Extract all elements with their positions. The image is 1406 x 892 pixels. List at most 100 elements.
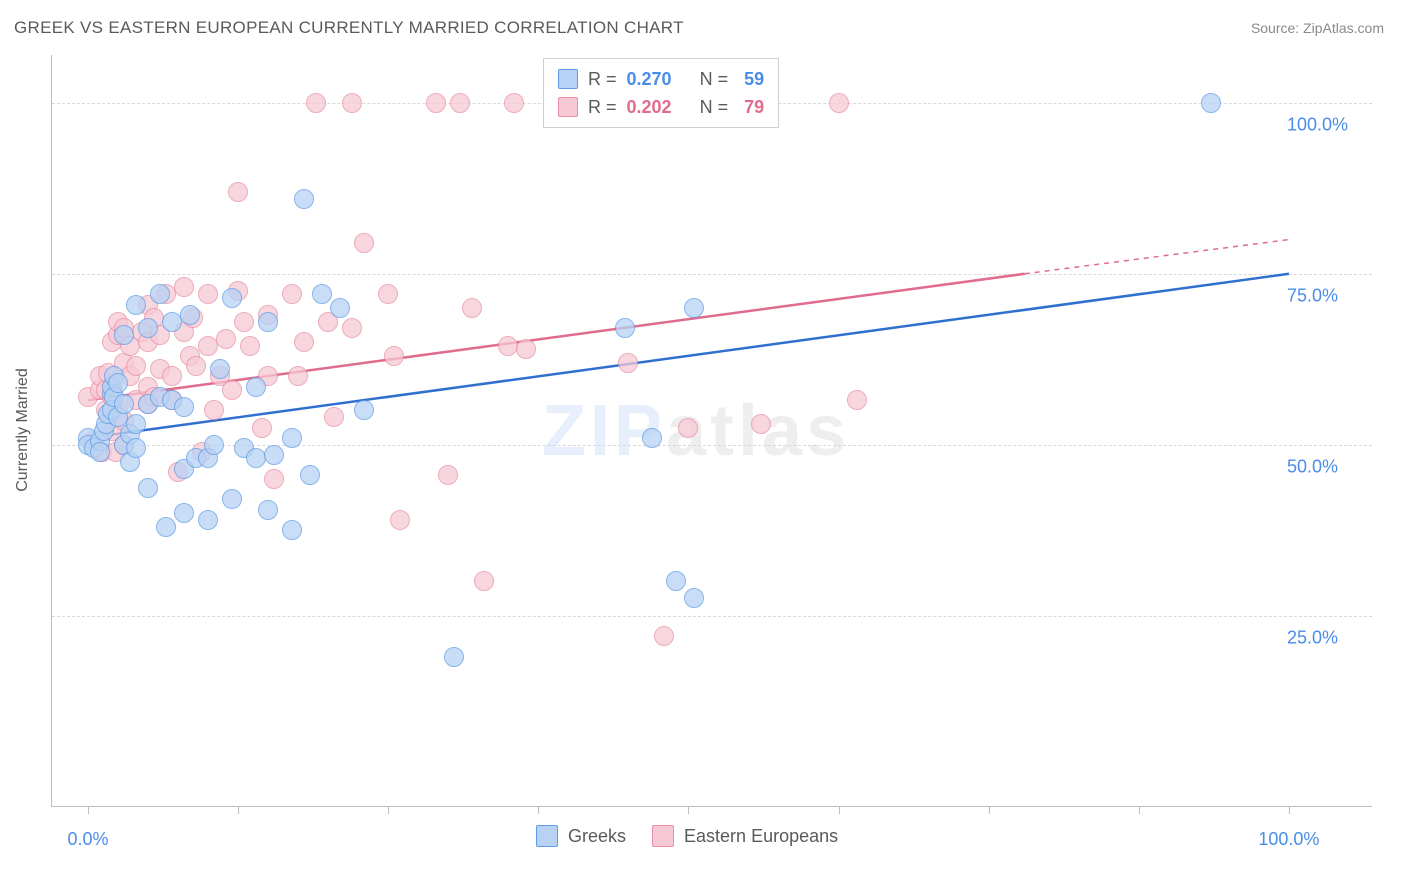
n-label: N =: [700, 97, 729, 118]
x-tick: [989, 806, 990, 814]
chart-title: GREEK VS EASTERN EUROPEAN CURRENTLY MARR…: [14, 18, 684, 38]
legend-stat-row: R = 0.202 N = 79: [558, 93, 764, 121]
scatter-point: [684, 298, 704, 318]
scatter-point: [186, 356, 206, 376]
scatter-point: [282, 520, 302, 540]
scatter-point: [654, 626, 674, 646]
scatter-point: [228, 182, 248, 202]
n-label: N =: [700, 69, 729, 90]
scatter-point: [282, 284, 302, 304]
scatter-point: [258, 312, 278, 332]
scatter-point: [198, 336, 218, 356]
scatter-point: [444, 647, 464, 667]
scatter-point: [198, 510, 218, 530]
scatter-point: [384, 346, 404, 366]
scatter-point: [234, 312, 254, 332]
scatter-point: [150, 284, 170, 304]
scatter-point: [474, 571, 494, 591]
scatter-point: [294, 189, 314, 209]
scatter-point: [204, 435, 224, 455]
legend-swatch: [536, 825, 558, 847]
n-value: 59: [744, 69, 764, 90]
scatter-point: [246, 377, 266, 397]
scatter-point: [450, 93, 470, 113]
scatter-point: [390, 510, 410, 530]
scatter-point: [264, 469, 284, 489]
legend-series: Greeks Eastern Europeans: [536, 825, 838, 847]
x-tick: [388, 806, 389, 814]
x-tick: [1139, 806, 1140, 814]
scatter-point: [198, 284, 218, 304]
scatter-point: [156, 517, 176, 537]
r-label: R =: [588, 69, 617, 90]
scatter-point: [342, 318, 362, 338]
scatter-point: [222, 288, 242, 308]
scatter-point: [162, 312, 182, 332]
scatter-point: [204, 400, 224, 420]
trend-line-dash: [1025, 240, 1289, 274]
x-tick: [839, 806, 840, 814]
legend-swatch: [652, 825, 674, 847]
scatter-point: [282, 428, 302, 448]
scatter-point: [252, 418, 272, 438]
scatter-point: [306, 93, 326, 113]
scatter-point: [615, 318, 635, 338]
scatter-point: [174, 397, 194, 417]
scatter-point: [138, 478, 158, 498]
x-max-label: 100.0%: [1258, 829, 1319, 850]
legend-label: Greeks: [568, 826, 626, 847]
scatter-point: [126, 295, 146, 315]
scatter-point: [642, 428, 662, 448]
scatter-point: [324, 407, 344, 427]
scatter-point: [829, 93, 849, 113]
scatter-point: [516, 339, 536, 359]
legend-item: Greeks: [536, 825, 626, 847]
scatter-point: [678, 418, 698, 438]
scatter-point: [666, 571, 686, 591]
x-tick: [1289, 806, 1290, 814]
scatter-point: [264, 445, 284, 465]
scatter-point: [126, 438, 146, 458]
scatter-point: [354, 233, 374, 253]
x-min-label: 0.0%: [68, 829, 109, 850]
scatter-point: [684, 588, 704, 608]
scatter-point: [504, 93, 524, 113]
scatter-point: [288, 366, 308, 386]
r-value: 0.270: [627, 69, 672, 90]
scatter-point: [174, 503, 194, 523]
scatter-point: [162, 366, 182, 386]
scatter-point: [222, 380, 242, 400]
scatter-point: [751, 414, 771, 434]
plot-container: ZIPatlas 25.0%50.0%75.0%100.0%0.0%100.0%…: [51, 55, 1372, 807]
source-prefix: Source:: [1251, 20, 1303, 36]
scatter-point: [1201, 93, 1221, 113]
scatter-point: [174, 277, 194, 297]
source-value: ZipAtlas.com: [1303, 20, 1384, 36]
legend-stats: R = 0.270 N = 59 R = 0.202 N = 79: [543, 58, 779, 128]
r-value: 0.202: [627, 97, 672, 118]
trend-lines: [52, 55, 1373, 807]
x-tick: [538, 806, 539, 814]
legend-stat-row: R = 0.270 N = 59: [558, 65, 764, 93]
r-label: R =: [588, 97, 617, 118]
scatter-point: [354, 400, 374, 420]
n-value: 79: [744, 97, 764, 118]
x-tick: [238, 806, 239, 814]
scatter-point: [312, 284, 332, 304]
legend-label: Eastern Europeans: [684, 826, 838, 847]
scatter-point: [342, 93, 362, 113]
scatter-point: [138, 318, 158, 338]
scatter-point: [210, 359, 230, 379]
scatter-point: [378, 284, 398, 304]
x-tick: [88, 806, 89, 814]
scatter-point: [462, 298, 482, 318]
scatter-point: [240, 336, 260, 356]
scatter-point: [126, 414, 146, 434]
scatter-point: [847, 390, 867, 410]
scatter-point: [618, 353, 638, 373]
scatter-point: [300, 465, 320, 485]
legend-swatch: [558, 69, 578, 89]
scatter-point: [114, 394, 134, 414]
legend-swatch: [558, 97, 578, 117]
scatter-point: [216, 329, 236, 349]
